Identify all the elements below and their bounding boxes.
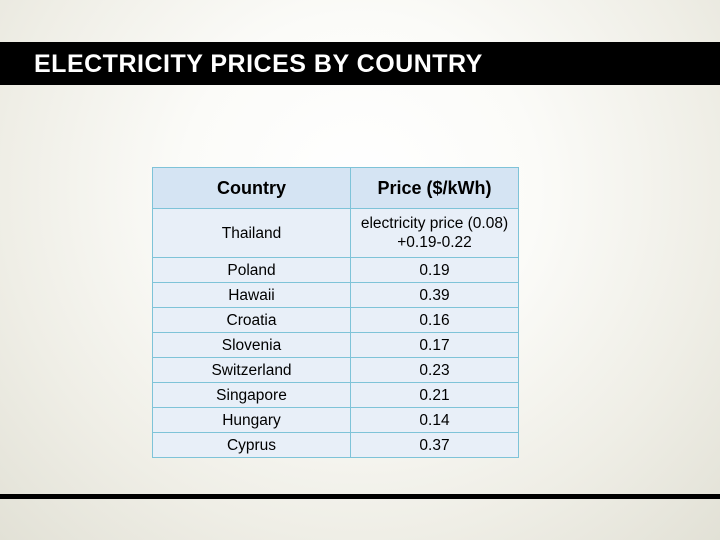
table-row: Slovenia 0.17: [152, 332, 519, 358]
slide-title: ELECTRICITY PRICES BY COUNTRY: [34, 50, 483, 78]
cell-country: Slovenia: [152, 332, 351, 358]
table-row: Thailand electricity price (0.08) +0.19-…: [152, 208, 519, 258]
cell-country: Switzerland: [152, 357, 351, 383]
bottom-divider: [0, 494, 720, 499]
title-bar: ELECTRICITY PRICES BY COUNTRY: [0, 42, 720, 85]
cell-country: Hungary: [152, 407, 351, 433]
cell-country: Thailand: [152, 208, 351, 258]
cell-country: Singapore: [152, 382, 351, 408]
cell-price: 0.21: [350, 382, 519, 408]
table-row: Singapore 0.21: [152, 382, 519, 408]
header-country: Country: [152, 167, 351, 209]
cell-price: 0.37: [350, 432, 519, 458]
cell-price: 0.16: [350, 307, 519, 333]
cell-price: electricity price (0.08) +0.19-0.22: [350, 208, 519, 258]
cell-price: 0.23: [350, 357, 519, 383]
table-row: Hawaii 0.39: [152, 282, 519, 308]
table-row: Hungary 0.14: [152, 407, 519, 433]
cell-price: 0.17: [350, 332, 519, 358]
cell-price: 0.39: [350, 282, 519, 308]
table-row: Cyprus 0.37: [152, 432, 519, 458]
electricity-price-table: Country Price ($/kWh) Thailand electrici…: [152, 167, 519, 458]
cell-country: Cyprus: [152, 432, 351, 458]
table-row: Switzerland 0.23: [152, 357, 519, 383]
cell-country: Croatia: [152, 307, 351, 333]
table-header-row: Country Price ($/kWh): [152, 167, 519, 209]
cell-country: Hawaii: [152, 282, 351, 308]
cell-price: 0.19: [350, 257, 519, 283]
cell-country: Poland: [152, 257, 351, 283]
table-row: Croatia 0.16: [152, 307, 519, 333]
price-table-container: Country Price ($/kWh) Thailand electrici…: [152, 167, 519, 458]
header-price: Price ($/kWh): [350, 167, 519, 209]
table-row: Poland 0.19: [152, 257, 519, 283]
cell-price: 0.14: [350, 407, 519, 433]
